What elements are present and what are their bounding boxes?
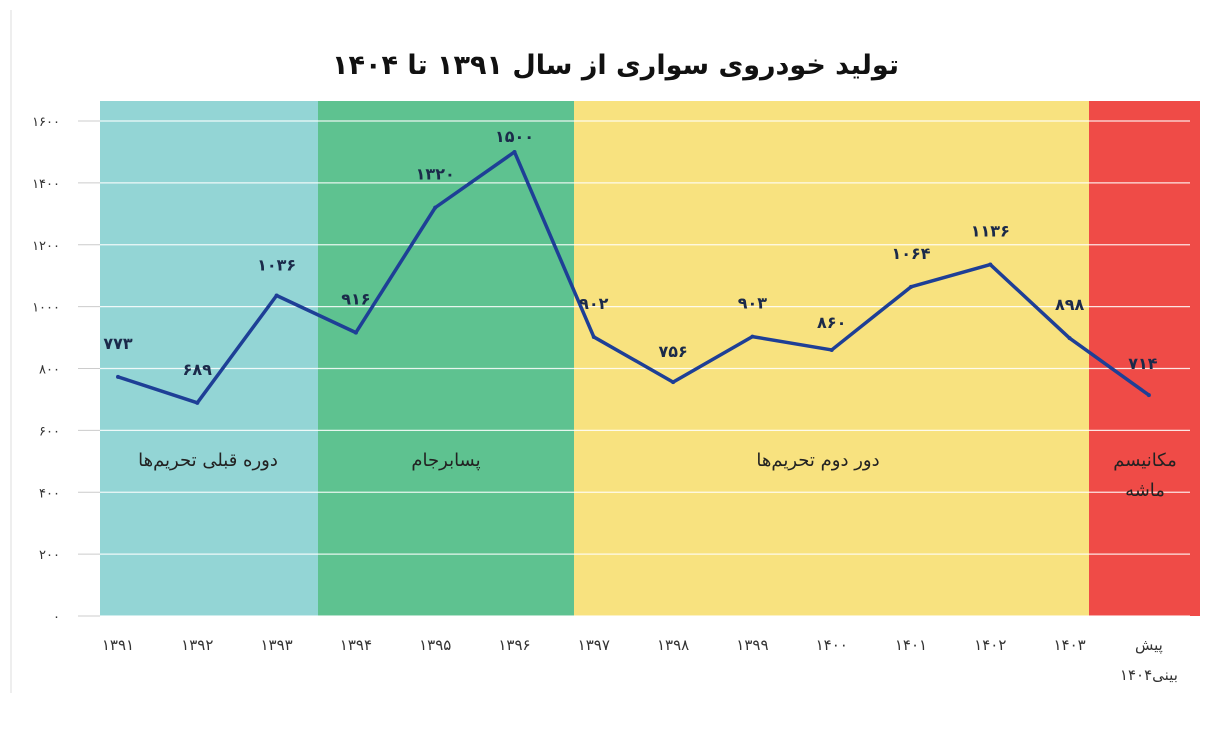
chart-frame xyxy=(10,10,1222,693)
data-point xyxy=(116,374,120,379)
data-point xyxy=(274,293,279,298)
data-label: ۹۰۳ xyxy=(738,294,768,313)
band-label: ماشه xyxy=(1125,480,1165,501)
y-tick-label: ۱۶۰۰ xyxy=(32,115,60,130)
x-tick-label: ۱۴۰۱ xyxy=(895,636,927,654)
data-label: ۱۰۳۶ xyxy=(257,255,296,274)
x-tick-label: ۱۳۹۹ xyxy=(736,636,768,654)
x-tick-label: ۱۳۹۶ xyxy=(498,636,530,654)
data-label: ۷۷۳ xyxy=(103,334,133,353)
data-point xyxy=(750,334,755,339)
y-tick-label: ۲۰۰ xyxy=(39,548,60,563)
band-4 xyxy=(1089,101,1200,616)
data-label: ۸۹۸ xyxy=(1055,295,1085,314)
x-tick-label: ۱۳۹۴ xyxy=(340,636,372,654)
data-label: ۱۰۶۴ xyxy=(891,244,930,263)
x-tick-label: ۱۴۰۲ xyxy=(974,636,1006,654)
x-tick-label: ۱۴۰۰ xyxy=(816,636,848,654)
x-tick-label: ۱۳۹۷ xyxy=(578,636,610,654)
data-point xyxy=(353,330,358,335)
data-point xyxy=(433,205,438,210)
y-tick-label: ۱۲۰۰ xyxy=(32,239,60,254)
data-point xyxy=(909,284,913,289)
data-label: ۱۳۲۰ xyxy=(416,165,455,184)
band-label: دوره قبلی تحریم‌ها xyxy=(138,450,278,471)
y-tick-label: ۶۰۰ xyxy=(39,424,60,439)
x-tick-label: ۱۳۹۲ xyxy=(181,636,213,654)
x-tick-label: ۱۴۰۳ xyxy=(1053,636,1085,654)
data-label: ۷۱۴ xyxy=(1128,354,1158,373)
data-point xyxy=(195,400,200,405)
data-point xyxy=(988,262,993,267)
series-line xyxy=(117,150,1150,405)
data-point xyxy=(512,149,517,154)
y-tick-label: ۰ xyxy=(53,610,60,625)
band-1 xyxy=(100,101,318,616)
data-point xyxy=(829,347,834,352)
x-tick-label: ۱۳۹۸ xyxy=(657,636,689,654)
band-label: دور دوم تحریم‌ها xyxy=(756,450,879,471)
x-tick-label: پیش xyxy=(1135,636,1163,655)
data-label: ۹۰۲ xyxy=(579,294,609,313)
chart-title: تولید خودروی سواری از سال ۱۳۹۱ تا ۱۴۰۴ xyxy=(332,50,899,81)
band-label: مکانیسم xyxy=(1113,450,1177,471)
data-label: ۷۵۶ xyxy=(658,342,687,361)
data-point xyxy=(591,334,596,339)
x-tick-label: بینی۱۴۰۴ xyxy=(1120,666,1178,684)
x-tick-label: ۱۳۹۳ xyxy=(260,636,292,654)
data-point xyxy=(671,380,676,385)
x-tick-label: ۱۳۹۱ xyxy=(102,636,134,654)
y-tick-label: ۱۰۰۰ xyxy=(32,301,60,316)
y-tick-label: ۸۰۰ xyxy=(39,363,60,378)
band-3 xyxy=(574,101,1089,616)
y-tick-label: ۱۴۰۰ xyxy=(32,177,60,192)
data-label: ۸۶۰ xyxy=(817,313,846,332)
data-point xyxy=(1146,393,1151,398)
data-label: ۱۱۳۶ xyxy=(971,222,1010,241)
y-tick-label: ۴۰۰ xyxy=(39,486,60,501)
data-label: ۱۵۰۰ xyxy=(495,127,534,146)
data-label: ۶۸۹ xyxy=(183,360,213,379)
band-label: پسابرجام xyxy=(411,450,480,471)
data-point xyxy=(1067,336,1072,341)
x-tick-label: ۱۳۹۵ xyxy=(419,636,451,654)
data-label: ۹۱۶ xyxy=(341,290,370,309)
